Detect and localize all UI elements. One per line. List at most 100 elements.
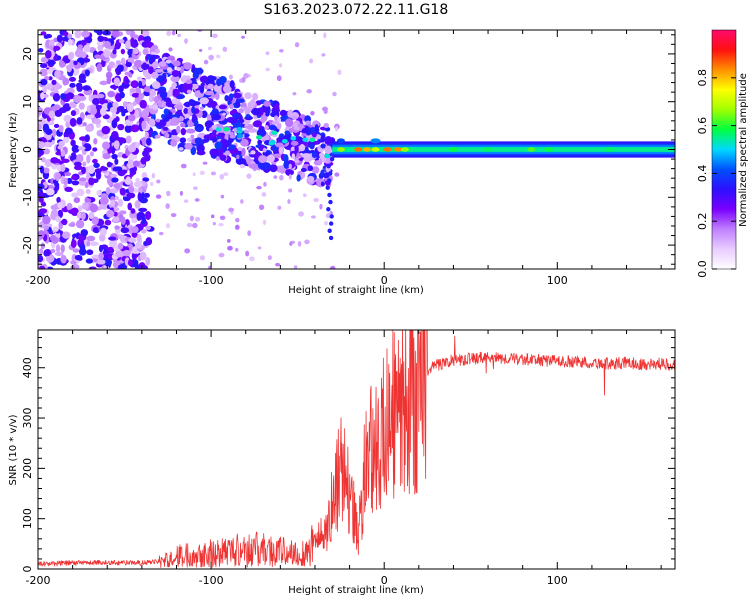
- heatmap-cell: [218, 222, 224, 227]
- heatmap-cell: [354, 147, 363, 152]
- heatmap-cell: [112, 48, 117, 55]
- heatmap-cell: [74, 30, 82, 39]
- heatmap-cell: [314, 124, 319, 134]
- heatmap-cell: [324, 153, 331, 159]
- heatmap-cell: [71, 66, 80, 76]
- heatmap-cell: [138, 80, 143, 89]
- heatmap-cell: [239, 164, 246, 169]
- heatmap-cell: [219, 173, 225, 180]
- heatmap-cell: [106, 75, 112, 85]
- figure-title: S163.2023.072.22.11.G18: [264, 2, 449, 18]
- heatmap-cell: [118, 85, 124, 93]
- heatmap-cell: [73, 94, 82, 104]
- heatmap-cell: [88, 177, 95, 186]
- heatmap-y-tick-label: 0: [21, 146, 34, 153]
- heatmap-cell: [394, 147, 403, 152]
- heatmap-cell: [68, 76, 76, 82]
- heatmap-cell: [44, 49, 52, 59]
- heatmap-cell: [168, 47, 173, 52]
- heatmap-cell: [237, 146, 243, 152]
- heatmap-cell: [93, 137, 98, 145]
- heatmap-cell: [129, 88, 137, 93]
- heatmap-cell: [298, 144, 306, 152]
- heatmap-cell: [204, 90, 214, 96]
- heatmap-cell: [112, 101, 119, 109]
- heatmap-cell: [335, 126, 339, 132]
- heatmap-cell: [228, 118, 237, 124]
- snr-axes: -200 -100 0 100 0 100 200 300 400: [21, 330, 675, 587]
- heatmap-cell: [214, 92, 220, 100]
- heatmap-cell: [298, 211, 304, 217]
- heatmap-cell: [130, 124, 140, 133]
- heatmap-cell: [241, 35, 245, 39]
- heatmap-cell: [55, 244, 61, 253]
- heatmap-cell: [258, 204, 265, 211]
- heatmap-cell: [240, 199, 244, 204]
- heatmap-cell: [311, 215, 316, 219]
- heatmap-cell: [149, 88, 157, 97]
- heatmap-cell: [110, 199, 116, 206]
- heatmap-cell: [119, 210, 127, 215]
- heatmap-cell: [310, 110, 315, 116]
- heatmap-cell: [284, 130, 291, 135]
- heatmap-cell: [222, 84, 232, 94]
- heatmap-cell: [85, 258, 94, 264]
- heatmap-cell: [268, 141, 275, 146]
- heatmap-cell: [287, 199, 291, 204]
- heatmap-cell: [59, 60, 66, 68]
- heatmap-cell: [68, 222, 76, 227]
- heatmap-cell: [268, 124, 277, 131]
- heatmap-cell: [81, 30, 90, 38]
- heatmap-cell: [257, 139, 263, 145]
- heatmap-cell: [184, 142, 193, 150]
- heatmap-cell: [142, 48, 149, 56]
- heatmap-cell: [99, 80, 108, 86]
- heatmap-cell: [245, 114, 251, 119]
- heatmap-cell: [52, 226, 59, 232]
- heatmap-cell: [183, 107, 189, 114]
- heatmap-cell: [60, 244, 65, 253]
- heatmap-cell: [213, 83, 224, 93]
- heatmap-cell: [138, 92, 145, 100]
- heatmap-cell: [209, 75, 217, 81]
- heatmap-cell: [605, 147, 614, 152]
- heatmap-cell: [279, 174, 284, 181]
- heatmap-cell: [59, 107, 68, 114]
- heatmap-cell: [119, 235, 129, 243]
- colorbar-axis: 0.0 0.2 0.4 0.6 0.8: [696, 29, 737, 278]
- heatmap-cell: [265, 67, 271, 72]
- heatmap-cell: [125, 30, 132, 36]
- heatmap-cell: [165, 203, 170, 209]
- heatmap-cell: [85, 124, 93, 132]
- heatmap-cell: [327, 192, 332, 198]
- heatmap-cell: [40, 201, 47, 207]
- heatmap-cell: [229, 103, 234, 110]
- heatmap-cell: [159, 90, 168, 99]
- heatmap-cell: [92, 254, 100, 259]
- heatmap-cell: [223, 172, 229, 177]
- heatmap-cell: [124, 178, 132, 185]
- heatmap-cell: [215, 127, 222, 132]
- colorbar-fill: [712, 30, 736, 269]
- heatmap-cell: [44, 142, 52, 147]
- heatmap-cell: [196, 150, 206, 156]
- heatmap-cell: [150, 181, 154, 186]
- heatmap-cell: [42, 85, 48, 93]
- heatmap-cell: [68, 209, 77, 215]
- heatmap-cell: [370, 138, 381, 144]
- heatmap-cell: [319, 153, 323, 157]
- heatmap-cell: [64, 186, 74, 193]
- snr-y-tick-label: 0: [21, 566, 34, 573]
- heatmap-cell: [294, 144, 299, 154]
- heatmap-cell: [323, 32, 327, 39]
- heatmap-cell: [235, 217, 240, 223]
- heatmap-cell: [144, 210, 152, 220]
- heatmap-cell: [262, 147, 267, 153]
- heatmap-marks: [38, 30, 675, 269]
- heatmap-cell: [329, 214, 334, 219]
- heatmap-cell: [167, 90, 173, 95]
- heatmap-cell: [131, 92, 140, 98]
- heatmap-cell: [69, 117, 77, 127]
